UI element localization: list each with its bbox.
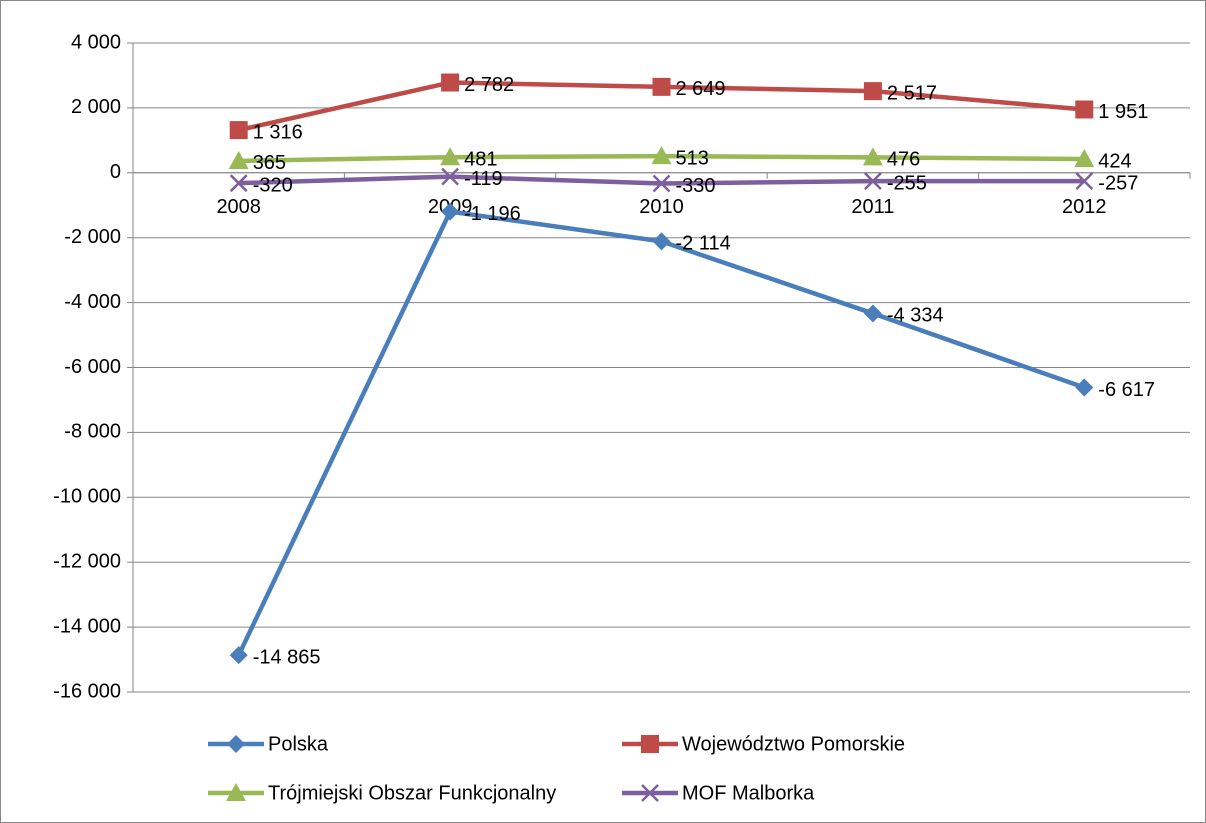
point bbox=[864, 172, 882, 190]
legend-marker bbox=[226, 783, 246, 801]
point bbox=[440, 147, 461, 166]
data-label: -330 bbox=[676, 175, 716, 197]
data-label: 365 bbox=[253, 152, 286, 174]
point bbox=[863, 82, 882, 101]
legend-marker bbox=[641, 735, 659, 753]
legend-label: Trójmiejski Obszar Funkcjonalny bbox=[268, 782, 556, 804]
x-tick-label: 2012 bbox=[1062, 196, 1107, 218]
x-tick-label: 2008 bbox=[216, 196, 261, 218]
y-tick-label: -16 000 bbox=[53, 680, 121, 702]
data-label: -4 334 bbox=[887, 305, 944, 327]
data-label: 481 bbox=[464, 148, 497, 170]
point bbox=[863, 304, 882, 323]
y-tick-label: 2 000 bbox=[71, 96, 121, 118]
legend-label: Województwo Pomorskie bbox=[682, 733, 905, 755]
point bbox=[1075, 378, 1094, 397]
point bbox=[1075, 100, 1094, 119]
data-label: 2 517 bbox=[887, 82, 937, 104]
y-tick-label: -12 000 bbox=[53, 550, 121, 572]
point bbox=[652, 77, 671, 96]
point bbox=[229, 646, 248, 665]
data-label: -6 617 bbox=[1098, 379, 1155, 401]
y-tick-label: -10 000 bbox=[53, 486, 121, 508]
data-label: 513 bbox=[676, 147, 709, 169]
legend-marker bbox=[641, 784, 659, 802]
legend-marker bbox=[227, 735, 245, 753]
data-label: -119 bbox=[464, 168, 503, 190]
point bbox=[229, 121, 248, 140]
data-label: 1 316 bbox=[253, 121, 303, 143]
x-tick-label: 2010 bbox=[639, 196, 684, 218]
legend-label: MOF Malborka bbox=[682, 782, 815, 804]
point bbox=[441, 73, 460, 92]
data-label: 476 bbox=[887, 149, 920, 171]
data-label: 1 951 bbox=[1098, 101, 1148, 123]
data-label: -14 865 bbox=[253, 646, 321, 668]
point bbox=[229, 174, 248, 193]
x-tick-label: 2011 bbox=[851, 196, 894, 218]
y-tick-label: -4 000 bbox=[64, 291, 121, 313]
point bbox=[652, 174, 671, 193]
data-label: -2 114 bbox=[676, 233, 731, 255]
point bbox=[652, 232, 671, 251]
point bbox=[441, 167, 459, 186]
point bbox=[862, 147, 883, 166]
point bbox=[441, 202, 460, 221]
data-label: 2 782 bbox=[464, 74, 514, 96]
point bbox=[1075, 172, 1094, 191]
y-tick-label: -14 000 bbox=[53, 615, 121, 637]
point bbox=[1074, 149, 1095, 168]
point bbox=[228, 150, 249, 169]
y-tick-label: 0 bbox=[110, 161, 121, 183]
y-tick-label: -2 000 bbox=[64, 226, 121, 248]
legend-label: Polska bbox=[268, 733, 329, 755]
data-label: -255 bbox=[887, 172, 927, 194]
point bbox=[651, 146, 672, 165]
data-label: 2 649 bbox=[676, 78, 726, 100]
y-tick-label: 4 000 bbox=[71, 31, 121, 53]
y-tick-label: -6 000 bbox=[64, 356, 121, 378]
data-label: -257 bbox=[1098, 172, 1138, 194]
data-label: -320 bbox=[253, 174, 293, 196]
data-label: -1 196 bbox=[464, 203, 521, 225]
y-tick-label: -8 000 bbox=[64, 421, 121, 443]
data-label: 424 bbox=[1098, 150, 1131, 172]
